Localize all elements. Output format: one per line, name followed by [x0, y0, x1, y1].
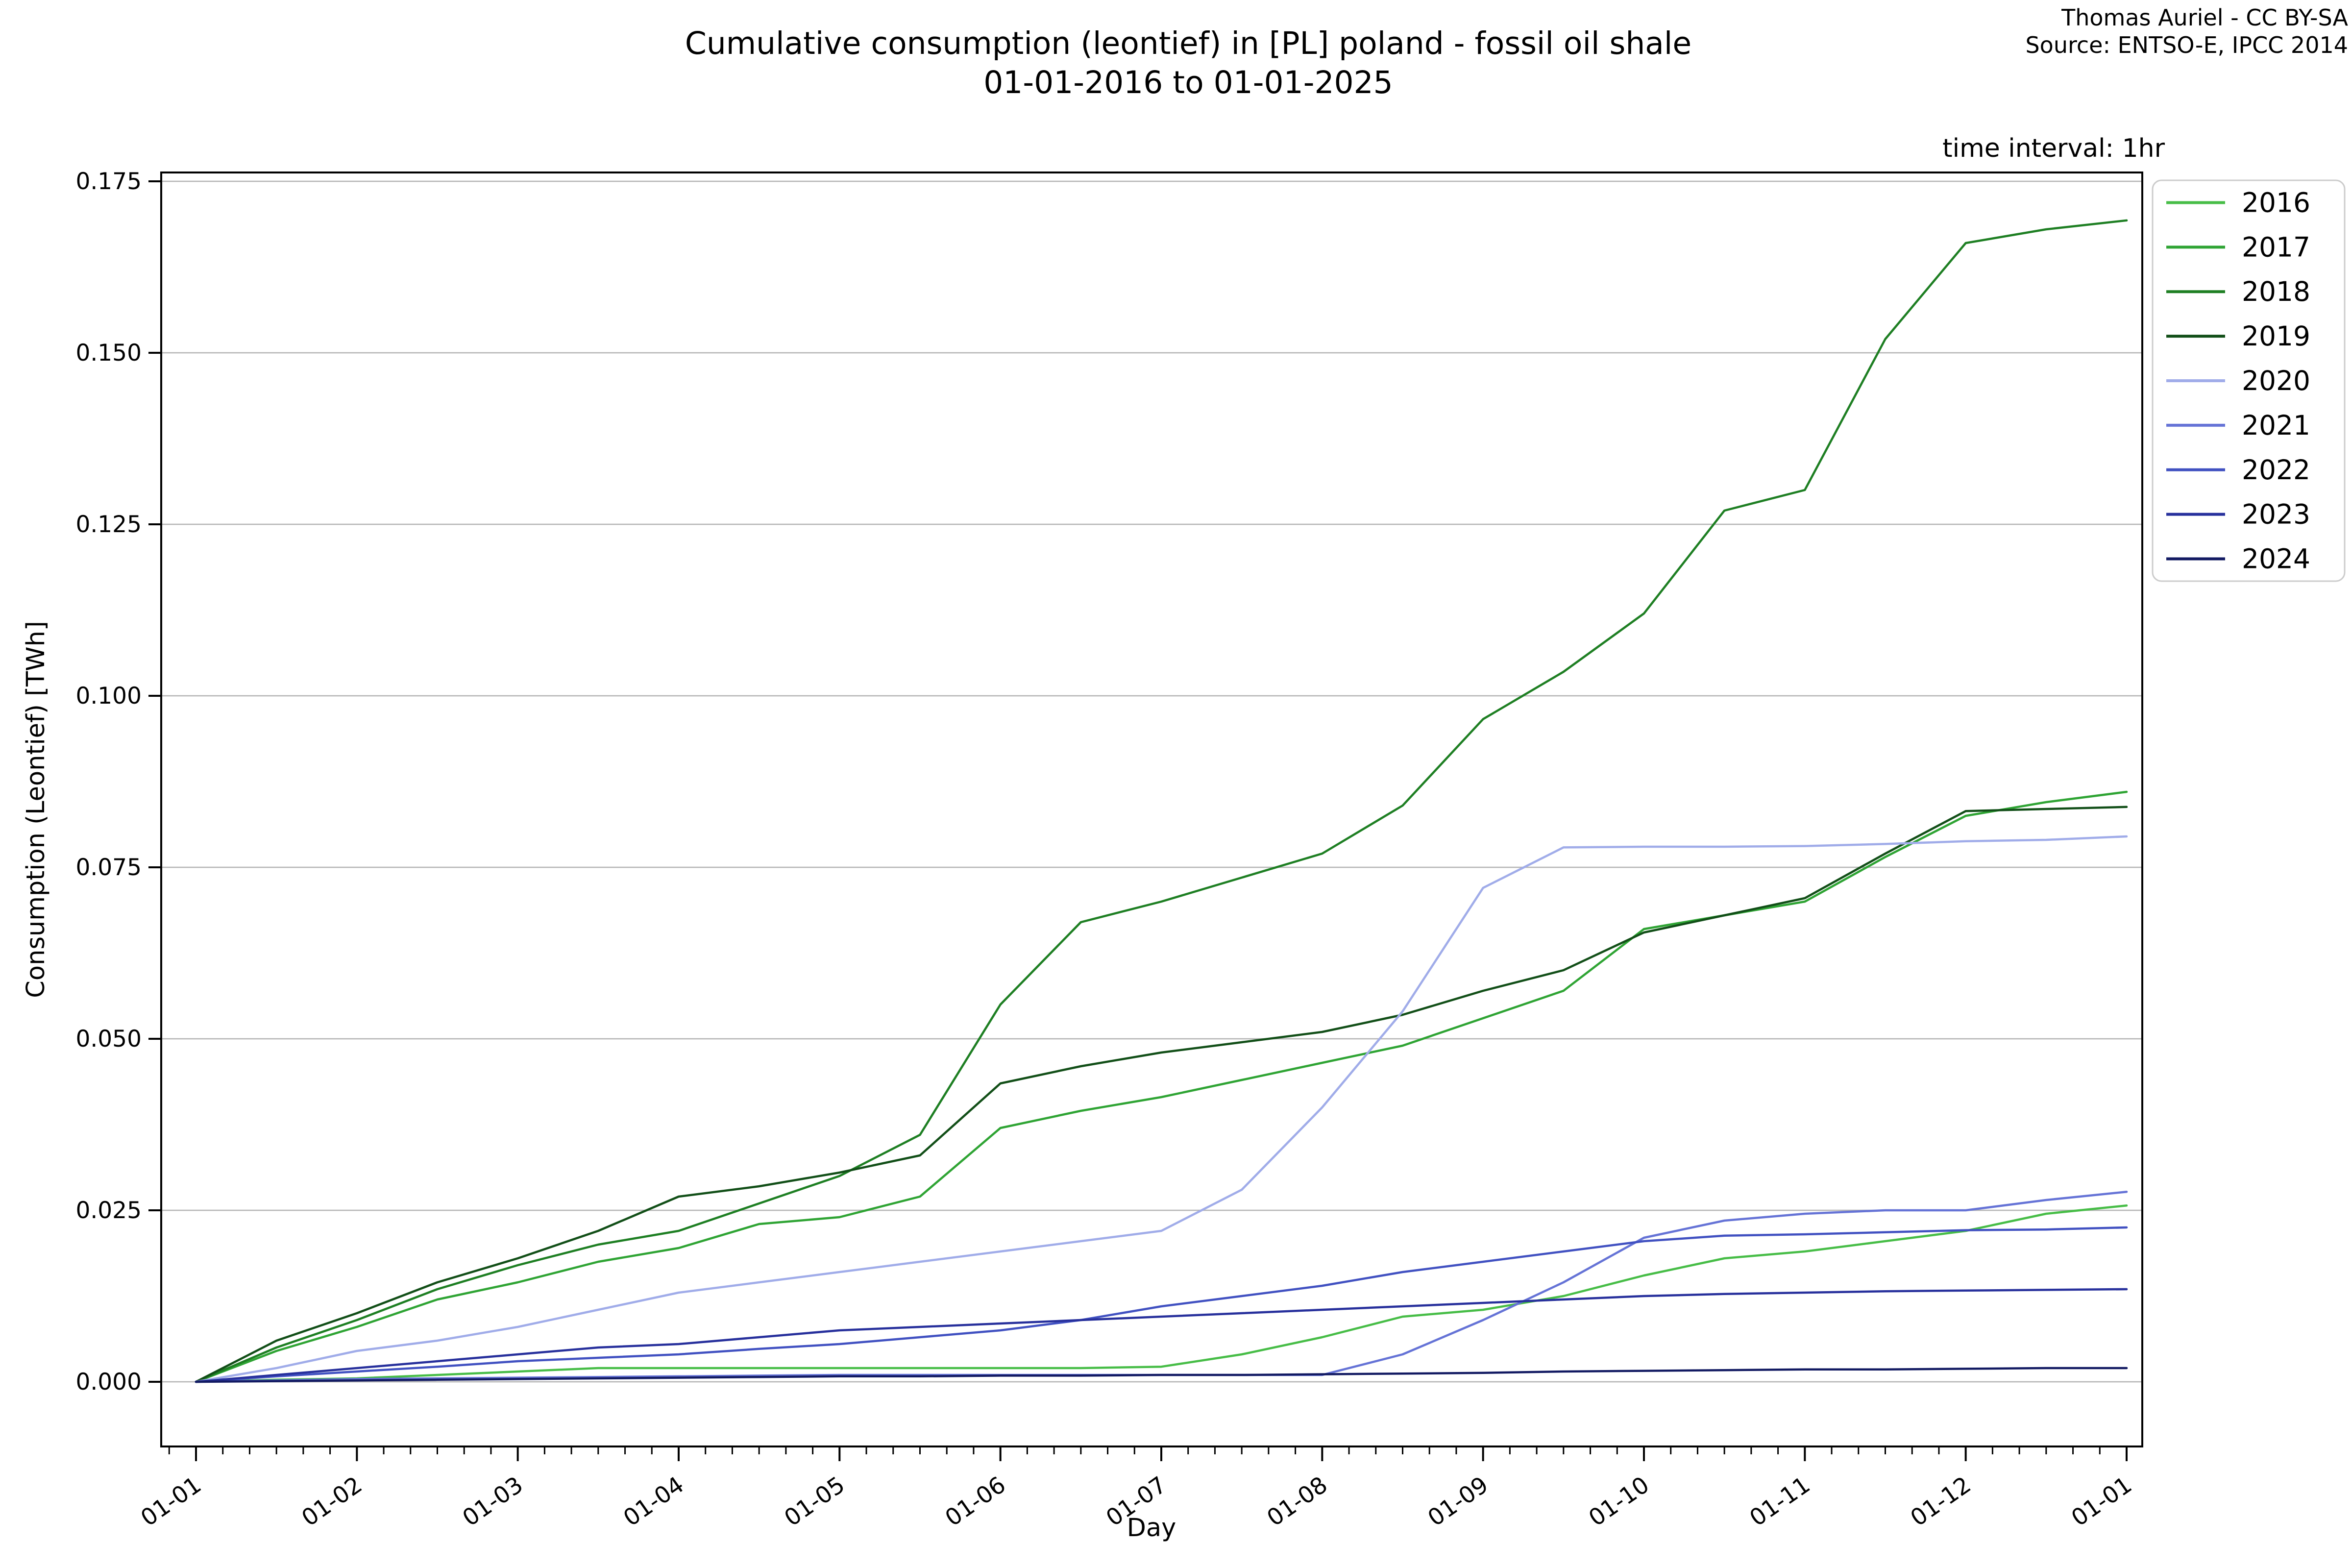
x-tick-label: 01-12 — [1906, 1471, 1976, 1532]
x-tick-label: 01-08 — [1262, 1471, 1332, 1532]
series-line-2023 — [195, 1288, 2128, 1383]
legend-item-2019: 2019 — [2166, 320, 2310, 352]
y-tick-label: 0.125 — [75, 511, 142, 538]
legend-item-2023: 2023 — [2166, 499, 2310, 530]
legend-label-2023: 2023 — [2242, 499, 2310, 530]
series-line-2018 — [195, 219, 2128, 1383]
y-tick-label: 0.175 — [75, 168, 142, 195]
x-tick-label: 01-11 — [1745, 1471, 1815, 1532]
legend-label-2018: 2018 — [2242, 276, 2310, 307]
legend-label-2016: 2016 — [2242, 187, 2310, 218]
x-tick-label: 01-10 — [1584, 1471, 1654, 1532]
x-tick-label: 01-05 — [780, 1471, 850, 1532]
series-line-2021 — [195, 1190, 2128, 1383]
y-tick-label: 0.100 — [75, 683, 142, 710]
legend-label-2021: 2021 — [2242, 410, 2310, 441]
gridlines — [161, 180, 2142, 1383]
chart-title-line2: 01-01-2016 to 01-01-2025 — [983, 65, 1393, 100]
x-tick-label: 01-09 — [1423, 1471, 1493, 1532]
legend-label-2019: 2019 — [2242, 320, 2310, 352]
y-axis-label: Consumption (Leontief) [TWh] — [22, 621, 50, 998]
legend-label-2024: 2024 — [2242, 543, 2310, 575]
x-axis-label: Day — [1127, 1514, 1176, 1543]
x-tick-label: 01-02 — [297, 1471, 367, 1532]
series-line-2017 — [195, 790, 2128, 1383]
legend-label-2020: 2020 — [2242, 365, 2310, 396]
x-tick-label: 01-03 — [458, 1471, 528, 1532]
time-interval-label: time interval: 1hr — [1942, 134, 2165, 163]
series-line-2020 — [195, 835, 2128, 1383]
legend-label-2017: 2017 — [2242, 231, 2310, 263]
axes-and-ticks: 0.000 0.025 0.050 0.075 0.100 0.125 0.150 0.175… — [75, 168, 2143, 1532]
plot-border — [160, 172, 2143, 1447]
attribution-line1: Thomas Auriel - CC BY-SA — [2061, 4, 2348, 31]
y-tick-label: 0.075 — [75, 854, 142, 881]
series-line-2016 — [195, 1204, 2128, 1383]
x-tick-label: 01-01 — [136, 1471, 206, 1532]
series-line-2022 — [195, 1226, 2128, 1383]
y-tick-label: 0.050 — [75, 1026, 142, 1053]
legend-item-2018: 2018 — [2166, 276, 2310, 307]
series-line-2019 — [195, 806, 2128, 1383]
y-tick-label: 0.025 — [75, 1197, 142, 1224]
legend-box — [2152, 179, 2346, 582]
legend-item-2017: 2017 — [2166, 231, 2310, 263]
y-tick-label: 0.000 — [75, 1369, 142, 1396]
legend-item-2020: 2020 — [2166, 365, 2310, 396]
legend-item-2024: 2024 — [2166, 543, 2310, 575]
x-tick-label: 01-06 — [940, 1471, 1010, 1532]
chart-title-line1: Cumulative consumption (leontief) in [PL… — [685, 25, 1691, 61]
legend-label-2022: 2022 — [2242, 454, 2310, 486]
attribution-line2: Source: ENTSO-E, IPCC 2014 — [2025, 32, 2348, 58]
legend: 2016 2017 2018 2019 2020 2021 2022 2023 2024 — [2152, 179, 2346, 582]
legend-item-2021: 2021 — [2166, 410, 2310, 441]
legend-item-2016: 2016 — [2166, 187, 2310, 218]
y-tick-label: 0.150 — [75, 340, 142, 367]
data-series — [195, 219, 2128, 1383]
x-tick-label: 01-01 — [2066, 1471, 2136, 1532]
series-line-2024 — [195, 1367, 2128, 1383]
legend-item-2022: 2022 — [2166, 454, 2310, 486]
x-tick-label: 01-04 — [618, 1471, 688, 1532]
